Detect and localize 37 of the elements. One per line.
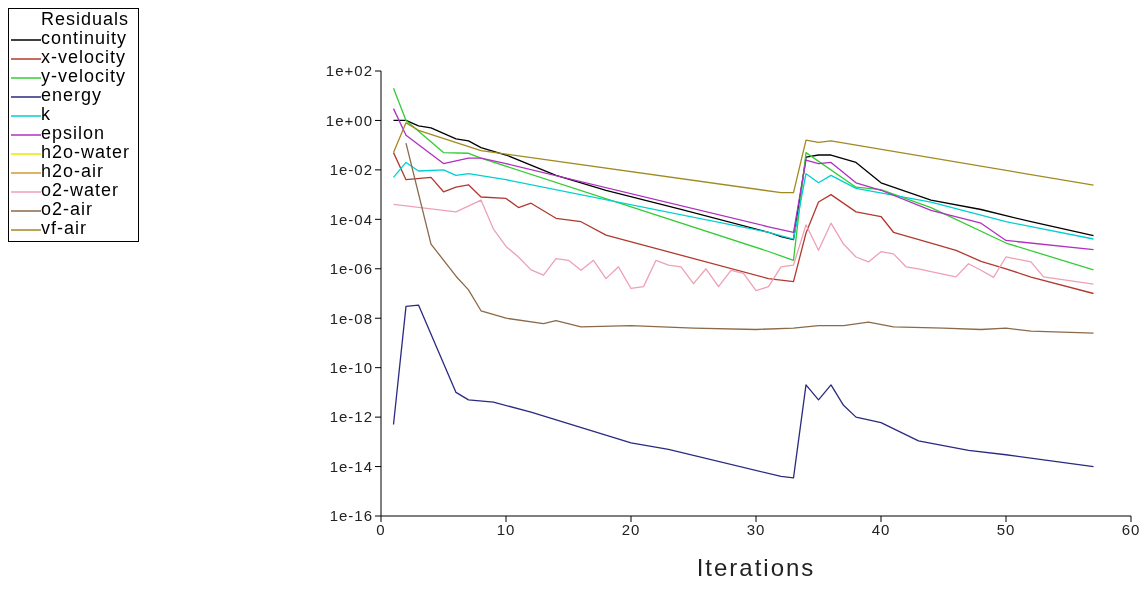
y-tick-label: 1e-12 (329, 408, 373, 426)
legend-label: o2-air (41, 199, 94, 219)
legend-label: h2o-air (41, 161, 105, 181)
y-tick-label: 1e-06 (329, 260, 373, 278)
legend-label: k (41, 104, 51, 124)
legend-label: epsilon (41, 123, 106, 143)
line-series (392, 122, 1095, 194)
line-series (392, 87, 1095, 271)
y-tick-label: 1e-10 (329, 358, 373, 376)
x-tick-label: 0 (376, 520, 386, 538)
legend-label: x-velocity (41, 47, 127, 67)
x-tick-label: 40 (871, 520, 891, 538)
y-tick-label: 1e-16 (329, 507, 373, 525)
x-axis-title: Iterations (696, 554, 816, 581)
line-series (392, 199, 1095, 292)
y-tick-label: 1e-14 (329, 457, 373, 475)
legend-label: y-velocity (41, 66, 127, 86)
legend-title: Residuals (40, 9, 131, 29)
x-tick-label: 10 (496, 520, 516, 538)
legend-label: vf-air (41, 218, 87, 238)
y-tick-label: 1e-02 (329, 161, 373, 179)
y-tick-label: 1e-08 (329, 309, 373, 327)
x-tick-label: 30 (746, 520, 766, 538)
legend-label: continuity (41, 28, 128, 48)
line-series (392, 304, 1095, 479)
line-series (392, 151, 1095, 295)
x-tick-label: 50 (996, 520, 1016, 538)
legend-label: energy (41, 85, 103, 105)
y-tick-label: 1e-04 (329, 210, 373, 228)
legend-label: o2-water (41, 180, 120, 200)
y-tick-label: 1e+02 (325, 62, 373, 80)
x-tick-label: 20 (621, 520, 641, 538)
line-series (405, 142, 1095, 334)
legend-label: h2o-water (41, 142, 131, 162)
y-tick-label: 1e+00 (325, 111, 373, 129)
line-series (392, 161, 1095, 240)
x-tick-label: 60 (1121, 520, 1141, 538)
